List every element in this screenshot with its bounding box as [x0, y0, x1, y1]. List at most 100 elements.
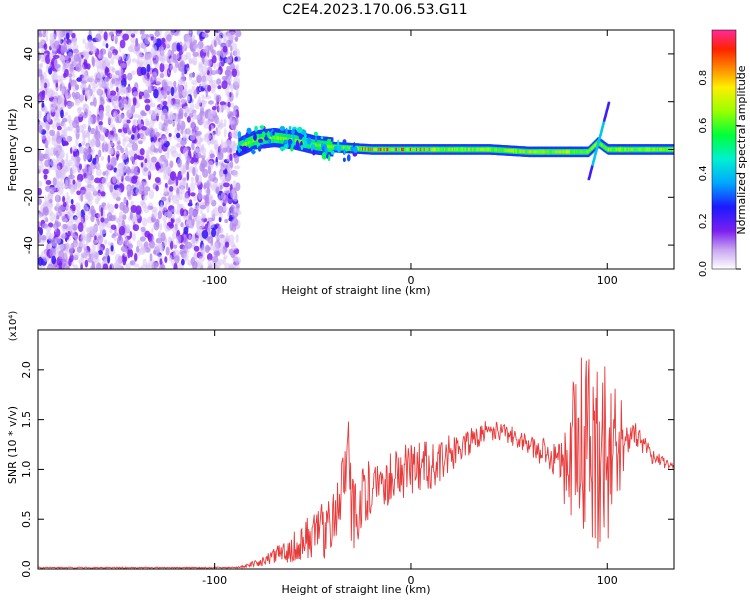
- noise-speck: [159, 72, 165, 79]
- noise-speck: [105, 43, 109, 49]
- colorbar-label: Normalized spectral amplitude: [735, 65, 748, 234]
- noise-speck: [69, 246, 74, 256]
- noise-speck: [53, 40, 60, 50]
- noise-speck: [62, 140, 69, 146]
- noise-speck: [152, 60, 158, 65]
- noise-speck: [38, 220, 41, 228]
- noise-speck: [162, 214, 168, 222]
- noise-speck: [210, 209, 216, 219]
- noise-speck: [230, 84, 234, 92]
- noise-speck: [111, 35, 118, 41]
- noise-speck: [89, 101, 95, 106]
- noise-speck: [144, 230, 151, 238]
- ridge-spike: [596, 144, 599, 147]
- noise-speck: [225, 232, 229, 243]
- noise-speck: [171, 42, 178, 52]
- noise-speck: [190, 176, 194, 183]
- y-tick-label: 0.0: [20, 560, 33, 578]
- noise-speck: [131, 232, 136, 242]
- noise-speck: [62, 122, 67, 129]
- noise-speck: [72, 48, 79, 54]
- noise-speck: [119, 170, 124, 177]
- noise-speck: [68, 42, 72, 50]
- noise-speck: [96, 88, 103, 95]
- noise-speck: [140, 226, 146, 233]
- noise-speck: [179, 179, 186, 190]
- ridge-spike: [599, 132, 603, 135]
- snr-plot: [38, 357, 674, 569]
- noise-speck: [109, 264, 113, 269]
- noise-speck: [118, 226, 126, 236]
- noise-speck: [56, 158, 60, 165]
- noise-speck: [126, 119, 131, 124]
- noise-speck: [133, 119, 136, 128]
- ridge-spike: [600, 129, 603, 132]
- noise-speck: [58, 250, 65, 260]
- noise-speck: [201, 99, 205, 109]
- noise-speck: [67, 101, 73, 109]
- noise-speck: [135, 187, 142, 196]
- spectrogram-x-ticks: -100 0 100: [202, 30, 618, 287]
- ridge-spike: [590, 167, 593, 170]
- noise-speck: [158, 242, 164, 251]
- noise-speck: [229, 92, 232, 98]
- noise-speck: [62, 223, 68, 230]
- noise-speck: [88, 165, 95, 175]
- noise-speck: [133, 160, 138, 166]
- noise-speck: [194, 216, 197, 221]
- noise-speck: [76, 190, 81, 196]
- noise-speck: [137, 114, 141, 125]
- noise-speck: [186, 109, 192, 114]
- ridge-spike: [593, 156, 596, 159]
- noise-speck: [105, 247, 110, 258]
- noise-speck: [54, 212, 60, 222]
- noise-speck: [90, 265, 96, 269]
- ridge-blob: [314, 136, 318, 143]
- noise-speck: [129, 30, 136, 35]
- noise-speck: [203, 33, 209, 38]
- noise-speck: [108, 241, 111, 246]
- noise-speck: [224, 172, 232, 182]
- noise-speck: [82, 168, 87, 173]
- ridge-spike: [590, 168, 593, 171]
- spectrogram-panel: -100 0 100 -40 -20 0 20 40 Height of straight …: [6, 29, 675, 297]
- spectrogram-x-axis-label: Height of straight line (km): [281, 284, 430, 297]
- noise-speck: [114, 203, 119, 209]
- noise-speck: [38, 198, 42, 206]
- noise-speck: [132, 91, 139, 98]
- noise-speck: [83, 58, 88, 68]
- noise-speck: [71, 32, 76, 39]
- noise-speck: [201, 229, 209, 239]
- noise-speck: [94, 177, 101, 184]
- noise-speck: [222, 206, 228, 212]
- noise-speck: [180, 139, 187, 146]
- ridge-spike: [588, 175, 591, 178]
- noise-speck: [154, 30, 161, 37]
- noise-speck: [160, 114, 166, 120]
- noise-speck: [218, 217, 222, 223]
- ridge-spike: [607, 101, 611, 104]
- noise-speck: [132, 97, 137, 106]
- noise-speck: [71, 145, 78, 152]
- snr-x-ticks: -100 0 100: [202, 330, 618, 587]
- noise-speck: [127, 126, 130, 132]
- noise-speck: [140, 66, 147, 76]
- noise-speck: [149, 145, 155, 156]
- noise-speck: [228, 146, 235, 154]
- y-tick-label: 0: [22, 146, 35, 153]
- noise-speck: [204, 95, 212, 100]
- y-tick-label: -20: [22, 188, 35, 206]
- noise-speck: [89, 196, 94, 201]
- noise-speck: [208, 124, 212, 132]
- ridge-blob: [295, 142, 300, 149]
- noise-speck: [207, 84, 212, 92]
- noise-speck: [56, 125, 62, 131]
- noise-speck: [64, 218, 68, 223]
- ridge-blob: [254, 125, 258, 132]
- noise-speck: [200, 210, 203, 215]
- noise-speck: [163, 161, 166, 170]
- noise-speck: [114, 136, 121, 142]
- noise-speck: [173, 91, 180, 99]
- x-tick-label: 100: [597, 574, 618, 587]
- noise-speck: [150, 47, 156, 57]
